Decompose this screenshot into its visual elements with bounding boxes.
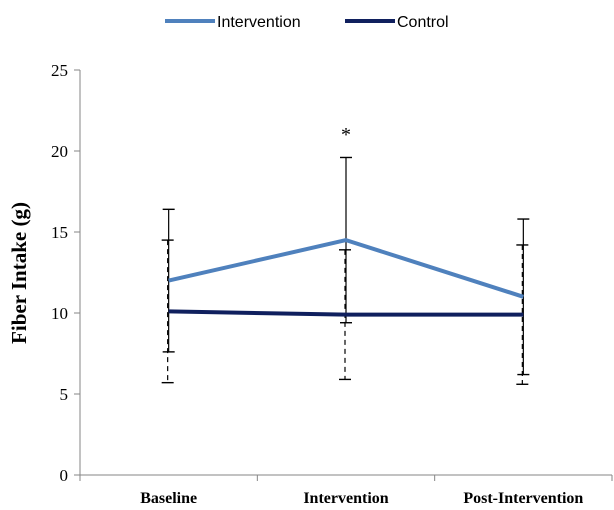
series-line-control [168,309,524,317]
series-line-intervention [168,238,524,299]
y-tick-label: 10 [51,304,68,323]
legend: Intervention Control [165,14,449,31]
x-category-label: Baseline [140,490,197,507]
y-tick-label: 15 [51,223,68,242]
y-tick-label: 20 [51,142,68,161]
x-category-label: Post-Intervention [463,490,583,507]
y-tick-label: 25 [51,61,68,80]
y-axis-label: Fiber Intake (g) [7,202,31,344]
y-tick-label: 0 [60,466,69,485]
annotations: * [341,124,351,146]
legend-label: Control [397,14,449,31]
significance-marker: * [341,124,351,146]
axes: 0 5 10 15 20 25 Baseline Intervention Post-Inter… [51,61,613,507]
legend-label: Intervention [217,14,301,31]
x-category-label: Intervention [303,490,388,507]
y-tick-label: 5 [60,385,69,404]
series-lines [168,238,524,317]
